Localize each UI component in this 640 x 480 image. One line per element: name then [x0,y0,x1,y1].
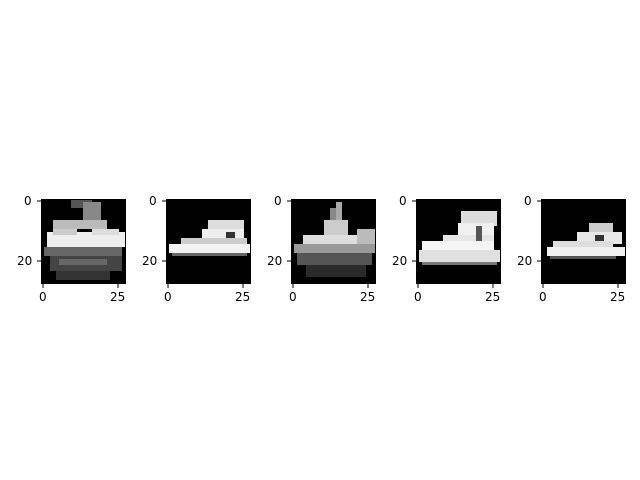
sneaker-image-4 [416,199,500,283]
panel-5-xtick-0: 0 [539,290,547,304]
panel-3-xtick-25: 25 [360,290,376,304]
panel-4-ytick-20: 20 [392,254,408,268]
panel-5-ytick-20: 20 [517,254,533,268]
panel-3-ytick-0: 0 [274,194,282,208]
panel-2-xtick-25: 25 [235,290,251,304]
image-panel-2 [166,199,250,283]
panel-1-xtick-0: 0 [39,290,47,304]
image-panel-1 [41,199,125,283]
panel-4-ytick-0: 0 [399,194,407,208]
panel-2-ytick-20: 20 [142,254,158,268]
panel-5-ytick-0: 0 [524,194,532,208]
panel-4-xtick-0: 0 [414,290,422,304]
panel-1-xtick-25: 25 [110,290,126,304]
panel-5-xtick-25: 25 [610,290,626,304]
image-panel-3 [291,199,375,283]
panel-1-ytick-0: 0 [24,194,32,208]
sneaker-image-5 [541,199,625,283]
panel-3-ytick-20: 20 [267,254,283,268]
sneaker-image-3 [291,199,375,283]
panel-2-ytick-0: 0 [149,194,157,208]
sneaker-image-1 [41,199,125,283]
sneaker-image-2 [166,199,250,283]
panel-1-ytick-20: 20 [17,254,33,268]
panel-3-xtick-0: 0 [289,290,297,304]
image-panel-4 [416,199,500,283]
panel-2-xtick-0: 0 [164,290,172,304]
image-panel-5 [541,199,625,283]
panel-4-xtick-25: 25 [485,290,501,304]
